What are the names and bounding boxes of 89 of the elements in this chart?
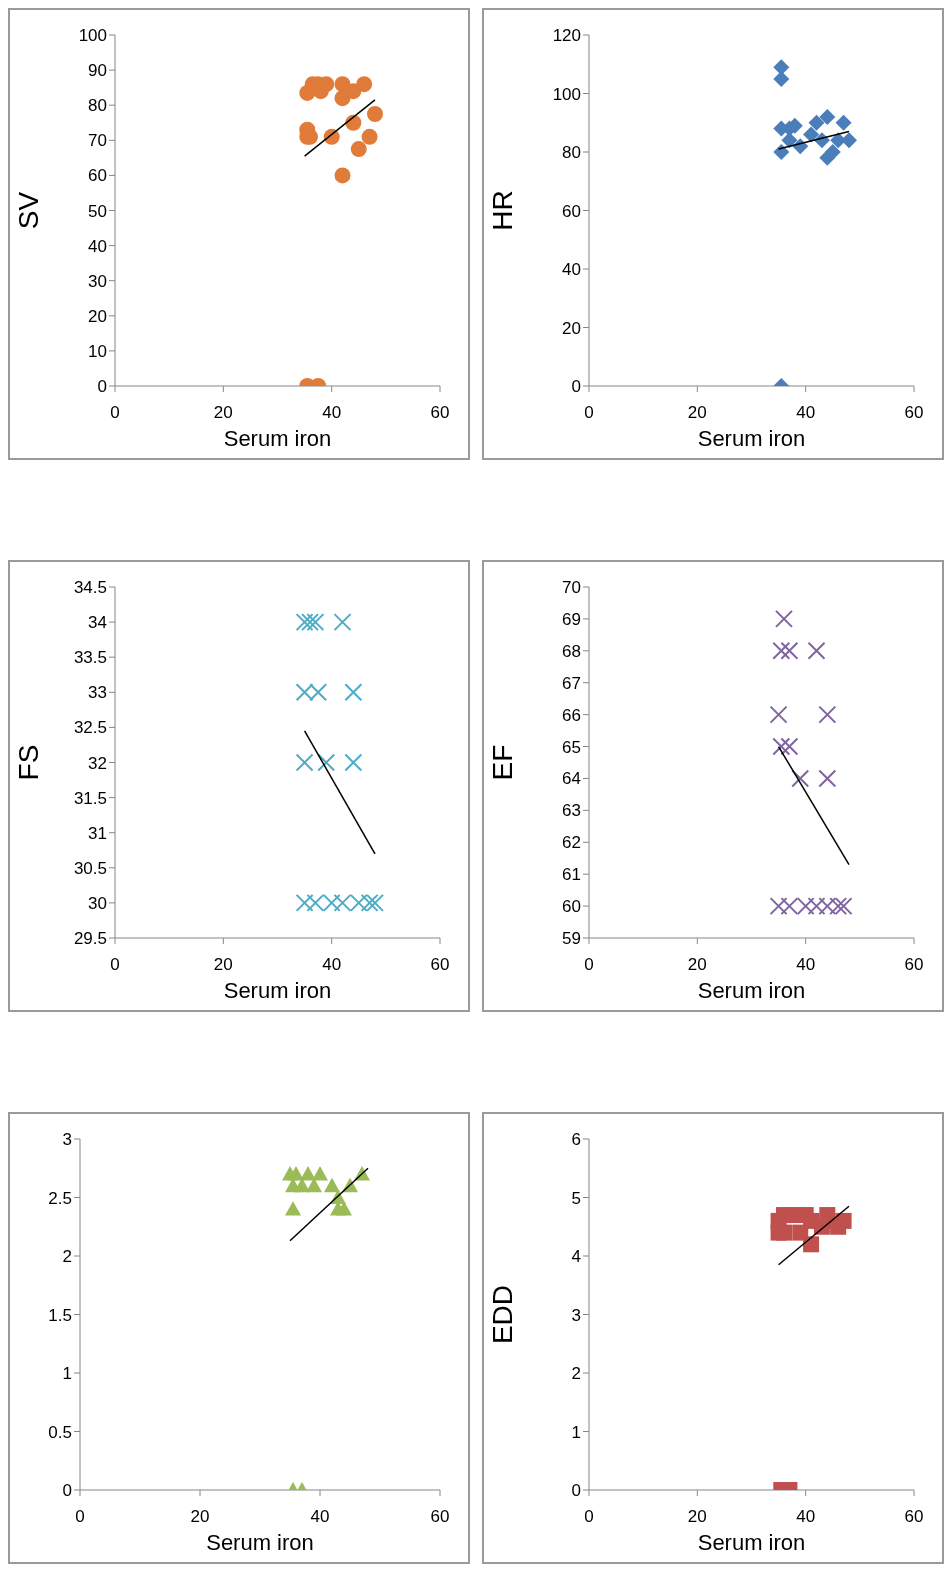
y-tick-label: 20 (88, 306, 107, 326)
y-tick-label: 29.5 (73, 929, 107, 949)
y-tick-label: 30 (88, 893, 107, 913)
y-axis-title: SV (12, 191, 44, 230)
x-tick-label: 60 (904, 1507, 924, 1527)
y-axis-title: EF (486, 744, 518, 781)
y-tick-label: 1 (62, 1364, 72, 1384)
y-axis-title: EDD (486, 1284, 518, 1345)
y-tick-label: 0.5 (48, 1422, 72, 1442)
x-tick-label: 40 (322, 403, 342, 423)
y-tick-label: 33.5 (73, 648, 107, 668)
x-tick-label: 0 (110, 955, 120, 975)
y-tick-label: 70 (562, 578, 581, 598)
x-tick-label: 40 (796, 403, 816, 423)
y-tick-label: 2 (62, 1247, 72, 1267)
y-tick-label: 30.5 (73, 858, 107, 878)
y-tick-label: 80 (88, 96, 107, 116)
y-tick-label: 0 (571, 377, 581, 397)
y-tick-label: 34.5 (73, 578, 107, 598)
x-axis-title: Serum iron (697, 978, 806, 1003)
x-tick-label: 0 (584, 955, 594, 975)
y-tick-label: 31 (88, 823, 107, 843)
y-tick-label: 60 (88, 166, 107, 186)
y-axis-title: FS (12, 744, 44, 781)
y-tick-label: 4 (571, 1247, 581, 1267)
y-tick-label: 3 (62, 1130, 72, 1150)
x-tick-label: 60 (430, 1507, 450, 1527)
x-axis-title: Serum iron (223, 978, 332, 1003)
y-tick-label: 59 (562, 929, 581, 949)
x-tick-label: 20 (687, 403, 707, 423)
x-tick-label: 60 (904, 403, 924, 423)
y-tick-label: 30 (88, 271, 107, 291)
x-tick-label: 40 (796, 1507, 816, 1527)
x-tick-label: 40 (322, 955, 342, 975)
y-tick-label: 100 (552, 84, 581, 104)
x-tick-label: 20 (687, 955, 707, 975)
x-tick-label: 60 (430, 955, 450, 975)
y-tick-label: 6 (571, 1130, 581, 1150)
y-tick-label: 40 (562, 260, 581, 280)
y-tick-label: 60 (562, 201, 581, 221)
x-tick-label: 0 (110, 403, 120, 423)
x-axis-title: Serum iron (697, 426, 806, 451)
y-tick-label: 2 (571, 1364, 581, 1384)
x-tick-label: 0 (584, 403, 594, 423)
y-tick-label: 100 (78, 26, 107, 46)
y-tick-label: 61 (562, 865, 581, 885)
y-tick-label: 34 (88, 613, 107, 633)
y-tick-label: 33 (88, 683, 107, 703)
y-tick-label: 64 (562, 769, 581, 789)
x-axis-title: Serum iron (223, 426, 332, 451)
x-axis-title: Serum iron (206, 1530, 314, 1555)
y-axis-title: HR (486, 190, 518, 231)
y-tick-label: 90 (88, 61, 107, 81)
y-tick-label: 70 (88, 131, 107, 151)
x-tick-label: 20 (687, 1507, 707, 1527)
x-tick-label: 60 (430, 403, 450, 423)
y-tick-label: 32 (88, 753, 107, 773)
y-tick-label: 31.5 (73, 788, 107, 808)
y-tick-label: 1 (571, 1422, 581, 1442)
y-tick-label: 67 (562, 673, 581, 693)
x-tick-label: 20 (190, 1507, 210, 1527)
y-tick-label: 80 (562, 143, 581, 163)
y-tick-label: 0 (571, 1481, 581, 1501)
y-tick-label: 50 (88, 201, 107, 221)
y-tick-label: 66 (562, 705, 581, 725)
x-tick-label: 60 (904, 955, 924, 975)
y-tick-label: 2.5 (48, 1188, 72, 1208)
y-tick-label: 68 (562, 641, 581, 661)
y-tick-label: 5 (571, 1188, 581, 1208)
x-tick-label: 40 (796, 955, 816, 975)
y-tick-label: 63 (562, 801, 581, 821)
x-tick-label: 20 (213, 955, 233, 975)
x-tick-label: 40 (310, 1507, 330, 1527)
y-tick-label: 120 (552, 26, 581, 46)
y-tick-label: 20 (562, 318, 581, 338)
y-tick-label: 0 (97, 377, 107, 397)
y-tick-label: 32.5 (73, 718, 107, 738)
y-tick-label: 62 (562, 833, 581, 853)
y-tick-label: 60 (562, 897, 581, 917)
y-tick-label: 69 (562, 609, 581, 629)
y-tick-label: 3 (571, 1305, 581, 1325)
y-tick-label: 40 (88, 236, 107, 256)
y-tick-label: 1.5 (48, 1305, 72, 1325)
y-tick-label: 10 (88, 341, 107, 361)
y-tick-label: 65 (562, 737, 581, 757)
y-tick-label: 0 (62, 1481, 72, 1501)
x-tick-label: 0 (584, 1507, 594, 1527)
x-tick-label: 20 (213, 403, 233, 423)
x-axis-title: Serum iron (697, 1530, 806, 1555)
